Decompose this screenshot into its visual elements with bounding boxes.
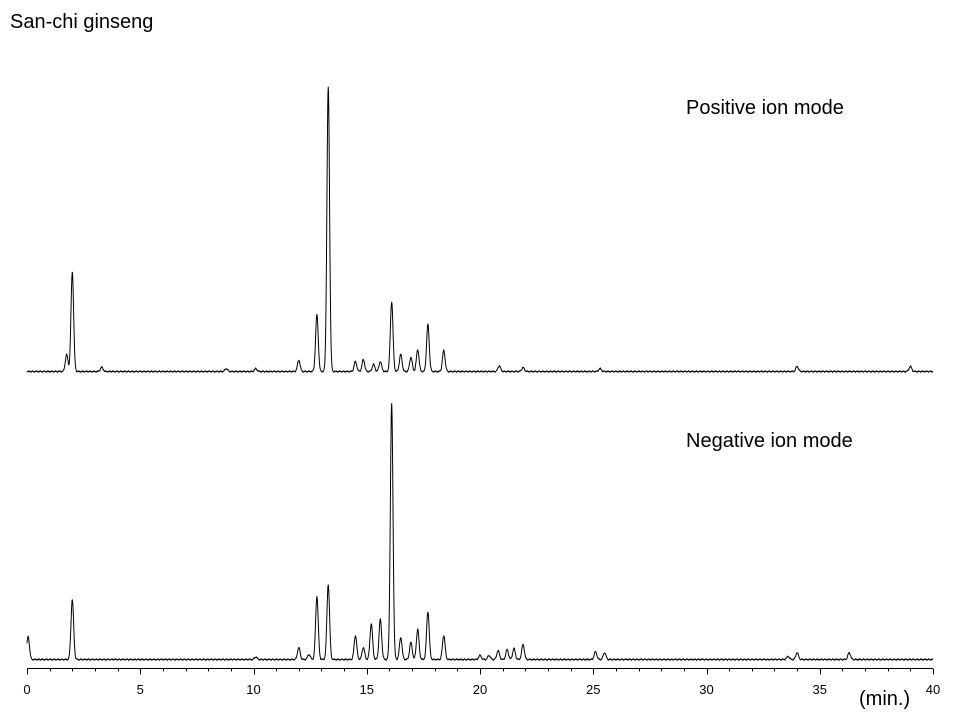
x-tick-label: 40: [926, 682, 940, 697]
x-axis: 0 5 10 15 20 25 30 35 40: [23, 668, 940, 697]
x-tick-label: 20: [473, 682, 487, 697]
x-tick-label: 0: [23, 682, 30, 697]
x-tick-label: 10: [246, 682, 260, 697]
trace-negative-ion-mode: [26, 403, 934, 661]
chart-title: San-chi ginseng: [10, 11, 153, 33]
x-tick-label: 35: [813, 682, 827, 697]
x-tick-label: 25: [586, 682, 600, 697]
x-tick-label: 5: [137, 682, 144, 697]
x-tick-label: 15: [360, 682, 374, 697]
x-tick-label: 30: [699, 682, 713, 697]
x-axis-label: (min.): [859, 688, 910, 710]
trace-positive-ion-mode: [26, 86, 934, 373]
negative-ion-mode-label: Negative ion mode: [686, 430, 853, 452]
positive-ion-mode-label: Positive ion mode: [686, 97, 844, 119]
